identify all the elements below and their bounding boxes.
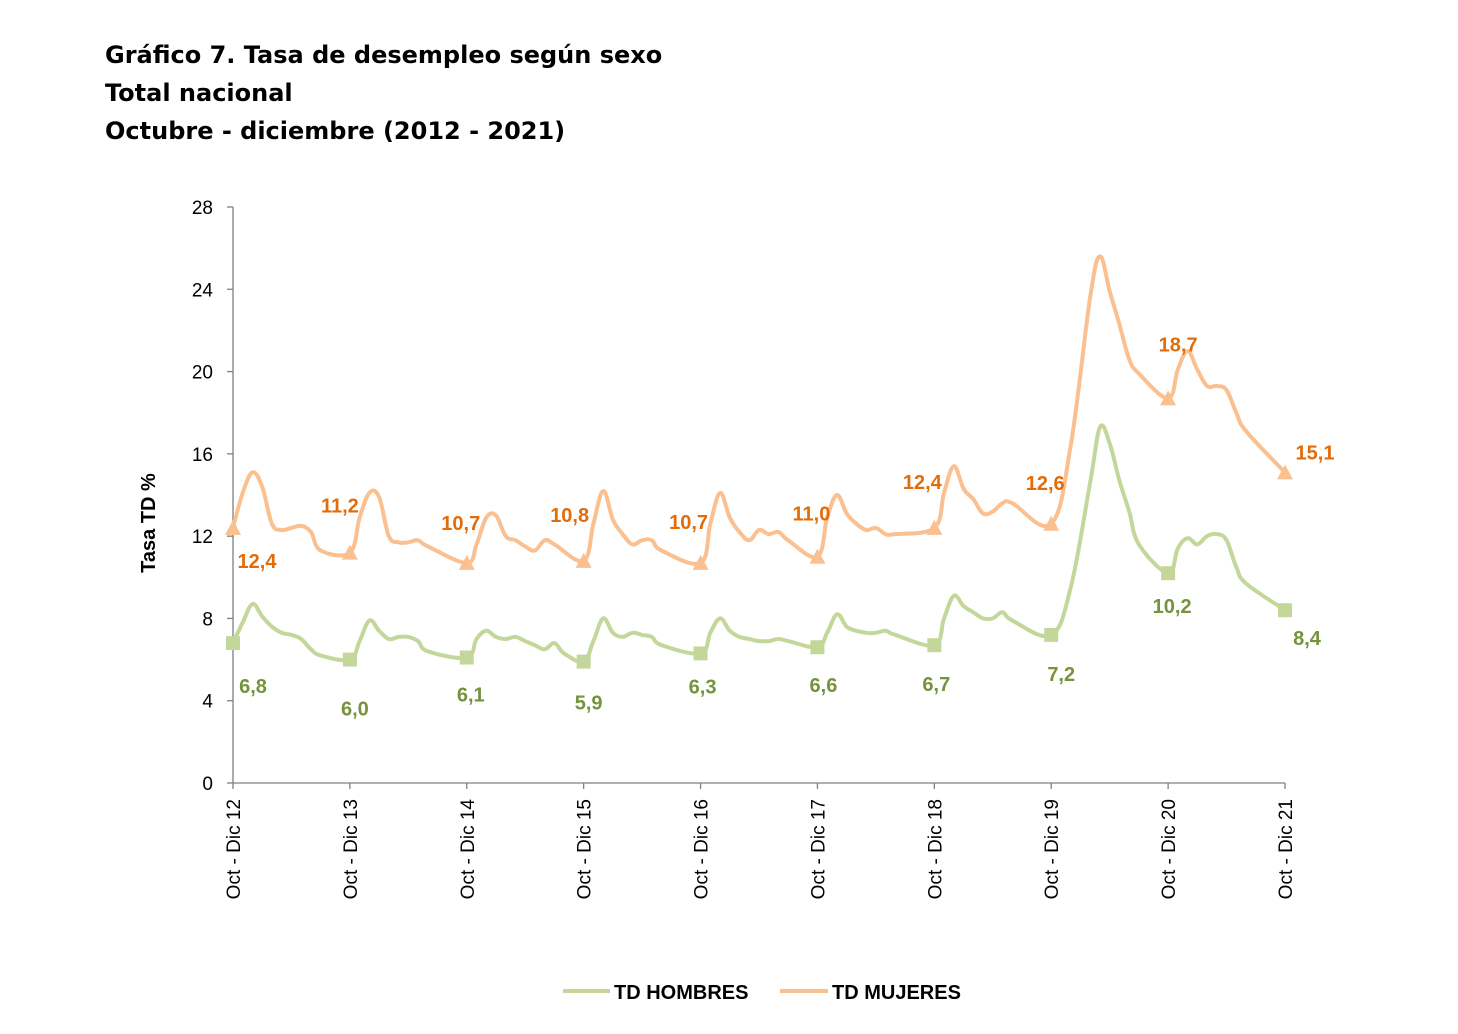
td-mujeres-data-label: 10,8 (550, 505, 589, 527)
td-mujeres-data-label: 10,7 (441, 513, 480, 535)
td-mujeres-marker (809, 548, 826, 564)
y-tick-label: 4 (202, 692, 213, 713)
td-hombres-marker (1278, 603, 1292, 618)
td-hombres-marker (459, 650, 474, 665)
td-hombres-data-label: 8,4 (1293, 628, 1322, 650)
x-tick-label: Oct - Dic 17 (808, 799, 829, 899)
legend-label-td-mujeres: TD MUJERES (832, 982, 961, 1004)
y-tick-label: 8 (202, 609, 213, 630)
chart-data-labels: 6,8 6,0 6,1 5,9 6,3 6,6 6,7 7,2 10,2 8,4 12,4 11,2 1… (238, 334, 1335, 720)
td-hombres-marker (693, 646, 708, 661)
chart-title: Gráfico 7. Tasa de desempleo según sexo (105, 41, 663, 69)
td-mujeres-data-label: 12,6 (1026, 473, 1065, 495)
td-mujeres-data-label: 12,4 (903, 472, 943, 494)
td-mujeres-marker (926, 519, 943, 535)
chart-subtitle-period: Octubre - diciembre (2012 - 2021) (105, 117, 566, 145)
x-tick-label: Oct - Dic 16 (692, 799, 713, 899)
td-hombres-data-label: 6,3 (689, 676, 717, 698)
td-mujeres-data-label: 15,1 (1296, 442, 1335, 464)
chart-axes: 0 4 8 12 16 20 24 28 Tasa TD % Oct - Dic 12 Oct - … (138, 198, 1297, 899)
chart-legend: TD HOMBRES TD MUJERES (563, 982, 961, 1004)
td-mujeres-marker (1160, 390, 1177, 406)
td-mujeres-marker (1043, 515, 1060, 531)
td-mujeres-marker (575, 552, 592, 568)
td-mujeres-data-label: 11,2 (321, 496, 359, 518)
y-tick-label: 12 (192, 527, 213, 548)
td-hombres-marker (810, 640, 825, 655)
x-tick-label: Oct - Dic 15 (575, 799, 596, 899)
td-mujeres-data-label: 11,0 (793, 504, 831, 526)
td-hombres-marker (927, 638, 942, 653)
y-tick-label: 24 (192, 280, 214, 301)
chart-subtitle-region: Total nacional (105, 79, 293, 107)
td-hombres-data-label: 5,9 (575, 693, 603, 715)
td-hombres-data-label: 6,0 (341, 699, 369, 721)
x-tick-label: Oct - Dic 21 (1276, 799, 1297, 899)
y-tick-label: 28 (192, 198, 213, 219)
y-axis-title: Tasa TD % (138, 473, 160, 573)
td-mujeres-line (231, 254, 1287, 566)
td-mujeres-data-label: 10,7 (669, 512, 708, 534)
td-mujeres-marker (692, 554, 709, 570)
chart-markers (225, 390, 1293, 669)
td-hombres-data-label: 6,6 (810, 675, 838, 697)
y-tick-label: 0 (202, 774, 213, 795)
td-hombres-data-label: 6,1 (457, 685, 485, 707)
chart-title-block: Gráfico 7. Tasa de desempleo según sexo … (105, 36, 662, 150)
chart-series-lines (231, 254, 1287, 665)
td-hombres-data-label: 10,2 (1153, 596, 1192, 618)
x-tick-label: Oct - Dic 18 (925, 799, 946, 899)
td-mujeres-marker (458, 554, 475, 570)
td-mujeres-marker (1277, 464, 1293, 480)
td-hombres-marker (342, 652, 357, 667)
td-hombres-marker (1161, 566, 1176, 581)
td-mujeres-marker (341, 544, 358, 560)
td-hombres-marker (576, 654, 591, 669)
x-tick-label: Oct - Dic 12 (224, 799, 245, 899)
x-tick-label: Oct - Dic 14 (458, 799, 479, 900)
td-hombres-data-label: 6,7 (922, 674, 950, 696)
td-hombres-marker (1044, 627, 1059, 642)
y-tick-label: 20 (192, 363, 213, 384)
td-mujeres-marker (225, 519, 241, 535)
td-mujeres-data-label: 18,7 (1159, 334, 1198, 356)
y-tick-label: 16 (192, 445, 213, 466)
legend-label-td-hombres: TD HOMBRES (614, 982, 748, 1004)
td-hombres-marker (226, 636, 240, 651)
td-hombres-data-label: 6,8 (239, 676, 267, 698)
x-tick-label: Oct - Dic 19 (1042, 799, 1063, 899)
td-hombres-data-label: 7,2 (1047, 664, 1075, 686)
x-tick-label: Oct - Dic 20 (1159, 799, 1180, 899)
td-hombres-line (231, 423, 1287, 665)
td-mujeres-data-label: 12,4 (238, 551, 278, 573)
x-tick-label: Oct - Dic 13 (341, 799, 362, 899)
